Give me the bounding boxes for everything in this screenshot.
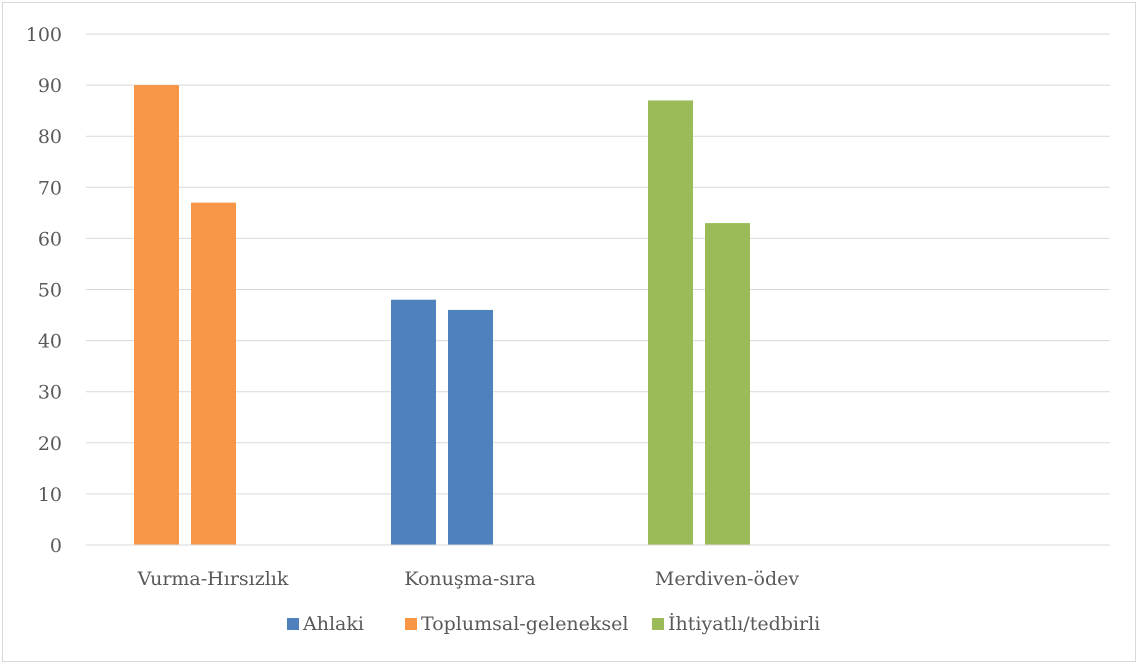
y-tick-label: 20 [38, 433, 62, 455]
bar-1-0 [391, 299, 436, 545]
y-tick-label: 70 [38, 177, 62, 199]
legend-item-1: Toplumsal-geleneksel [405, 613, 629, 635]
legend-swatch [652, 618, 664, 630]
y-axis: 0 10 20 30 40 50 60 70 80 90 100 [26, 24, 62, 557]
y-tick-label: 100 [26, 24, 62, 46]
y-tick-label: 10 [38, 484, 62, 506]
legend-item-0: Ahlaki [287, 613, 364, 635]
x-axis: Vurma-Hırsızlık Konuşma-sıra Merdiven-ödev [86, 544, 1110, 590]
gridlines [86, 33, 1110, 546]
category-label: Vurma-Hırsızlık [137, 568, 289, 590]
y-tick-label: 0 [50, 535, 62, 557]
y-tick-label: 80 [38, 126, 62, 148]
legend-label: Ahlaki [302, 613, 364, 635]
y-tick-label: 60 [38, 228, 62, 250]
bars [134, 85, 750, 546]
category-label: Merdiven-ödev [655, 568, 800, 590]
bar-2-0 [648, 100, 693, 546]
y-tick-label: 90 [38, 75, 62, 97]
legend-label: Toplumsal-geleneksel [421, 613, 629, 635]
legend-label: İhtiyatlı/tedbirli [668, 612, 820, 635]
legend: Ahlaki Toplumsal-geleneksel İhtiyatlı/tedb… [287, 612, 820, 635]
bar-1-1 [448, 309, 493, 545]
category-label: Konuşma-sıra [404, 568, 535, 590]
bar-2-1 [705, 223, 750, 545]
y-tick-label: 40 [38, 331, 62, 353]
bar-0-0 [134, 85, 179, 545]
y-tick-label: 50 [38, 280, 62, 302]
legend-swatch [405, 618, 417, 630]
y-tick-label: 30 [38, 382, 62, 404]
legend-swatch [287, 618, 299, 630]
bar-0-1 [191, 202, 236, 545]
legend-item-2: İhtiyatlı/tedbirli [652, 612, 820, 635]
